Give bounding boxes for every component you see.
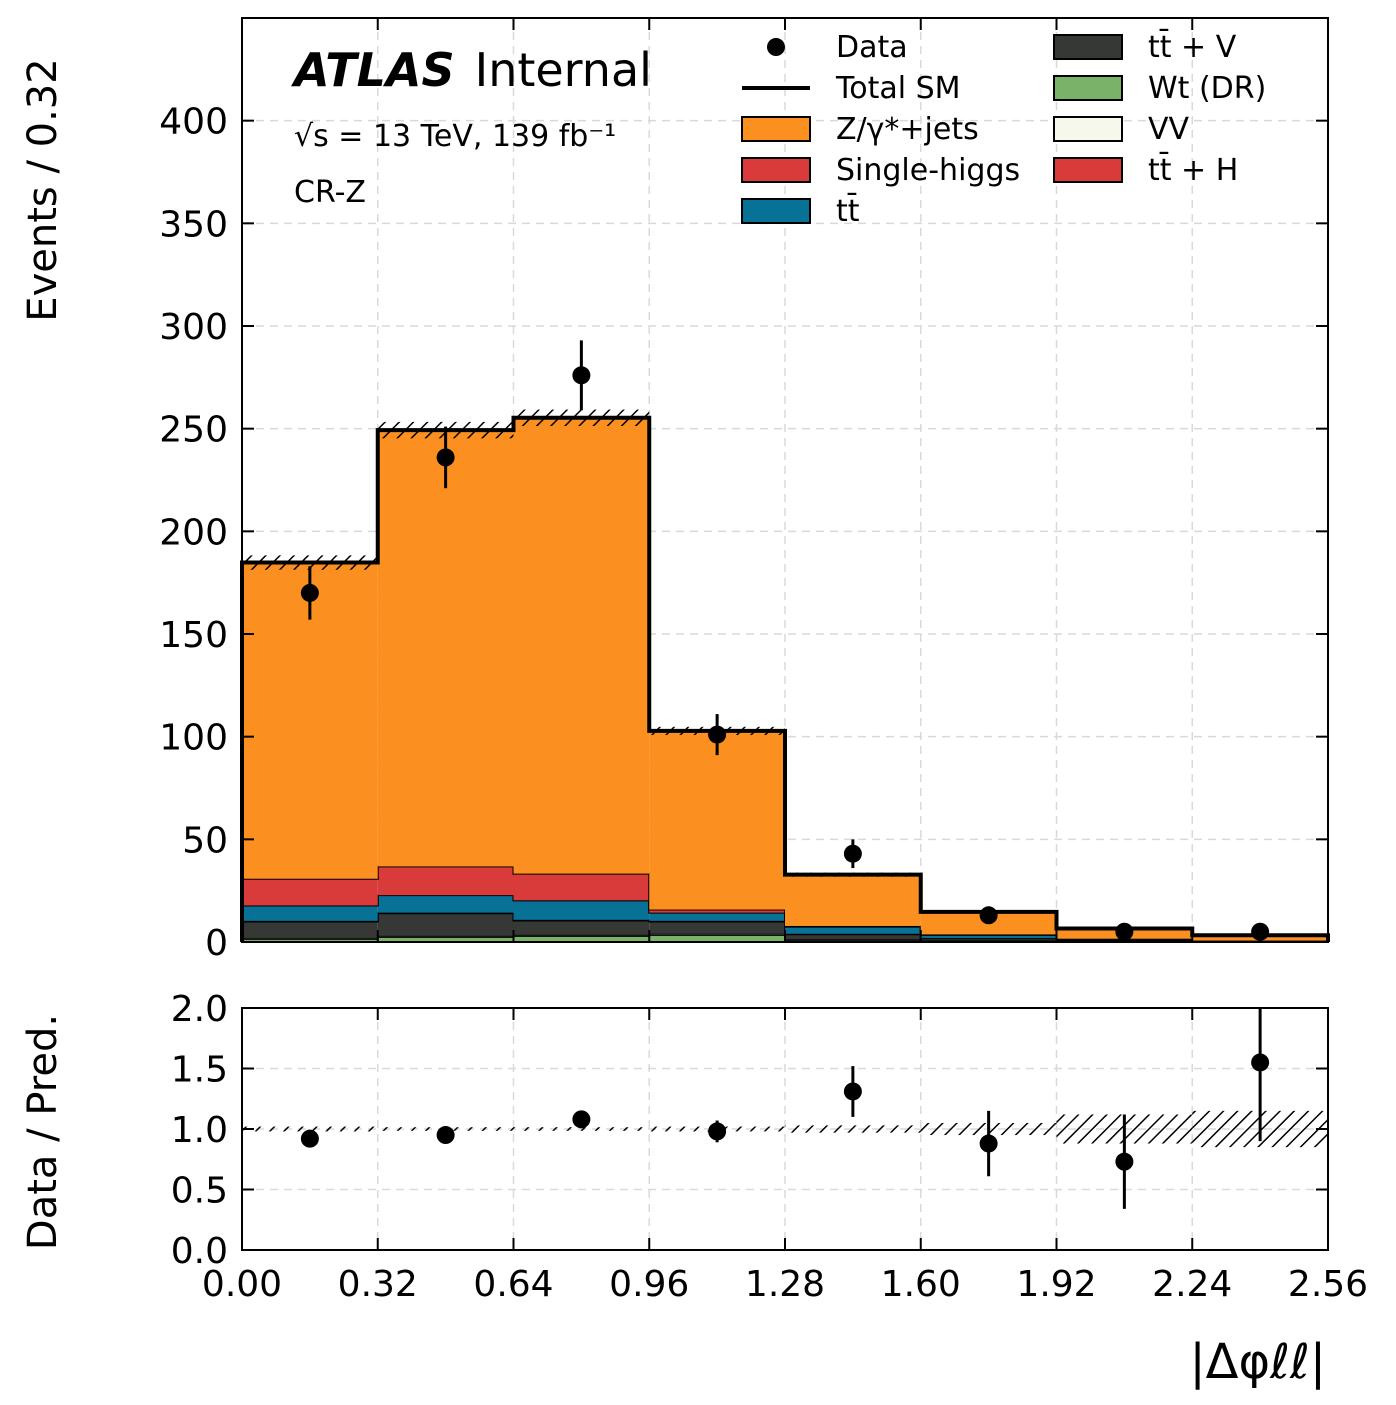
ratio-point <box>843 1082 862 1101</box>
ratio-xtick-label: 2.56 <box>1288 1264 1368 1305</box>
ratio-ytick-label: 0.5 <box>171 1171 228 1212</box>
ratio-xtick-label: 1.60 <box>881 1264 961 1305</box>
ratio-unc-bin <box>242 1126 378 1132</box>
legend-swatch-tt̄ <box>741 198 811 224</box>
stack-bar-tt̄ + V <box>920 938 1057 941</box>
stack-bar-tt̄ + V <box>242 921 378 938</box>
ratio-ytick-label: 0.0 <box>171 1231 228 1272</box>
ratio-ticks: 0.0 0.5 1.0 1.5 2.0 0.00 0.32 0.64 0.96 1.28 1.60 1… <box>171 989 1368 1305</box>
stack-bar-tt̄ + V <box>785 934 921 940</box>
x-axis-label: |Δφℓℓ| <box>1190 1334 1327 1390</box>
main-ytick-label: 150 <box>159 615 228 656</box>
legend-swatch-Wt (DR) <box>1053 75 1123 101</box>
legend-label-Total SM: Total SM <box>835 71 961 106</box>
stack-bar-Single-higgs <box>377 866 514 896</box>
main-ylabel: Events / 0.32 <box>20 58 66 321</box>
main-ytick-label: 100 <box>159 718 228 759</box>
legend-label-VV: VV <box>1148 112 1190 147</box>
ratio-point <box>300 1129 319 1148</box>
stack-bar-tt̄ <box>513 900 650 920</box>
legend-label-tt̄: tt̄ <box>836 193 860 229</box>
legend-swatch-Single-higgs <box>741 157 811 183</box>
ratio-xtick-label: 0.64 <box>473 1264 553 1305</box>
stack-bar-Single-higgs <box>649 909 785 913</box>
atlas-label: ATLAS Internal <box>291 43 652 97</box>
legend-label-Data: Data <box>836 30 908 65</box>
legend-swatch-Z/γ*+jets <box>741 116 811 142</box>
stack-bar-tt̄ + V <box>377 913 514 936</box>
legend-swatch-tt̄ + H <box>1053 157 1123 183</box>
main-ytick-label: 300 <box>159 307 228 348</box>
ratio-xtick-label: 1.28 <box>745 1264 825 1305</box>
main-ytick-label: 50 <box>182 820 228 861</box>
main-data-points <box>300 340 1270 941</box>
ratio-unc-bin <box>785 1125 921 1133</box>
stack-bar-Wt (DR) <box>242 938 378 942</box>
ratio-ytick-label: 1.5 <box>171 1050 228 1091</box>
region-label: CR-Z <box>294 175 366 210</box>
data-point <box>572 366 591 385</box>
stack-bar-Wt (DR) <box>649 934 785 942</box>
data-point <box>436 448 455 467</box>
stack-bar-tt̄ <box>377 895 514 913</box>
main-ticks: 0 50 100 150 200 250 300 350 400 <box>159 18 1329 964</box>
ratio-ytick-label: 2.0 <box>171 989 228 1030</box>
total-sm-line <box>240 415 1330 942</box>
total-sm-step <box>240 415 1330 942</box>
energy-lumi-label: √s = 13 TeV, 139 fb⁻¹ <box>294 119 616 154</box>
stack-bar-Wt (DR) <box>513 935 650 942</box>
stack-bar-tt̄ + V <box>649 921 785 934</box>
stack-bar-Z/γ*+jets <box>377 430 514 867</box>
ratio-point <box>979 1134 998 1153</box>
ratio-point <box>436 1126 455 1145</box>
legend-label-Single-higgs: Single-higgs <box>836 153 1020 188</box>
data-point <box>708 725 727 744</box>
data-point <box>843 844 862 863</box>
ratio-point <box>1115 1152 1134 1171</box>
atlas-label-status: Internal <box>475 43 652 97</box>
stack-bar-Z/γ*+jets <box>785 874 921 926</box>
legend-label-tt̄ + V: tt̄ + V <box>1148 29 1237 65</box>
main-ytick-label: 350 <box>159 204 228 245</box>
legend-label-Z/γ*+jets: Z/γ*+jets <box>836 112 979 147</box>
ratio-ylabel: Data / Pred. <box>20 1014 66 1250</box>
ratio-xtick-label: 1.92 <box>1016 1264 1096 1305</box>
stack-bar-Z/γ*+jets <box>649 730 785 910</box>
main-ytick-label: 400 <box>159 102 228 143</box>
main-ytick-label: 200 <box>159 512 228 553</box>
ratio-data-points <box>300 1008 1270 1209</box>
ratio-point <box>1251 1053 1270 1072</box>
ratio-xtick-label: 0.00 <box>202 1264 282 1305</box>
data-point <box>1251 922 1270 941</box>
ratio-point <box>572 1110 591 1129</box>
stack-bar-tt̄ <box>785 926 921 934</box>
ratio-xtick-label: 2.24 <box>1152 1264 1232 1305</box>
data-point <box>300 583 319 602</box>
ratio-unc-bin <box>513 1127 650 1131</box>
atlas-label-bold: ATLAS <box>291 43 455 97</box>
main-ytick-label: 0 <box>205 923 228 964</box>
stack-bar-tt̄ <box>649 912 785 921</box>
legend-swatch-tt̄ + V <box>1053 34 1123 60</box>
ratio-point <box>708 1122 727 1141</box>
main-ytick-label: 250 <box>159 410 228 451</box>
ratio-ytick-label: 1.0 <box>171 1110 228 1151</box>
stack-bar-Single-higgs <box>513 873 650 901</box>
stack-bar-tt̄ <box>920 934 1057 939</box>
legend-marker-data <box>767 38 785 56</box>
legend-swatch-VV <box>1053 116 1123 142</box>
stack-bar-tt̄ <box>242 905 378 921</box>
ratio-xtick-label: 0.96 <box>609 1264 689 1305</box>
stack-bar-Single-higgs <box>242 878 378 906</box>
stack-bar-Z/γ*+jets <box>513 417 650 874</box>
ratio-xtick-label: 0.32 <box>338 1264 418 1305</box>
legend-label-tt̄ + H: tt̄ + H <box>1148 152 1238 188</box>
data-point <box>979 906 998 925</box>
data-point <box>1115 922 1134 941</box>
stack-bar-Wt (DR) <box>377 936 514 942</box>
legend-label-Wt (DR): Wt (DR) <box>1148 71 1266 106</box>
legend: Data Total SM Z/γ*+jets Single-higgs tt̄ tt̄ … <box>741 29 1266 229</box>
stack-bar-tt̄ + V <box>513 920 650 935</box>
